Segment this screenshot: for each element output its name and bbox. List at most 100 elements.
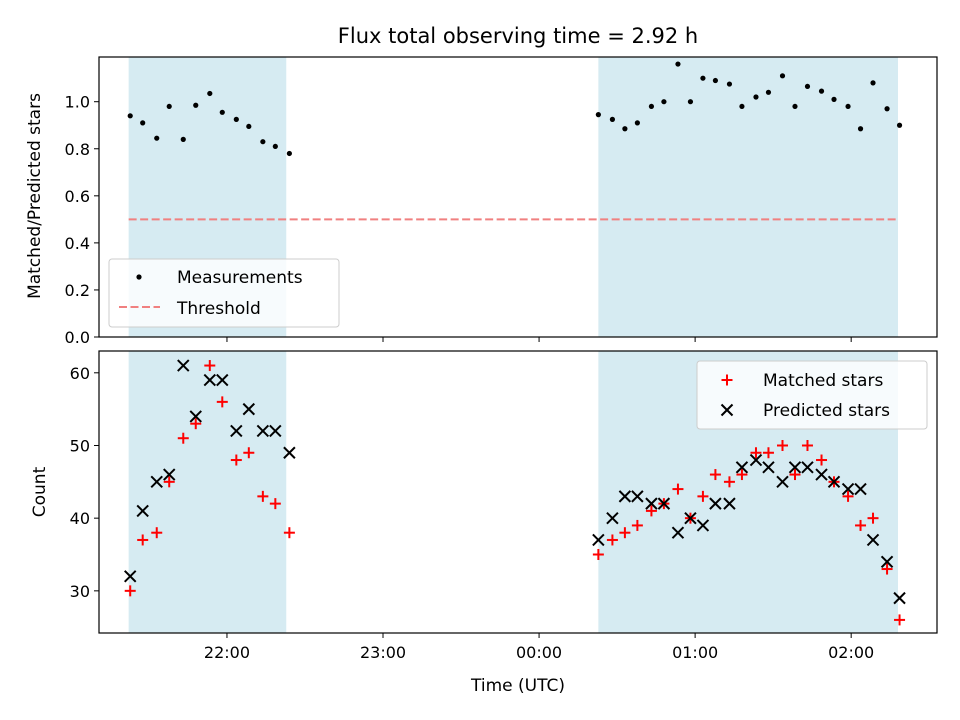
observing-span-2 bbox=[598, 57, 898, 337]
matched-stars-point bbox=[697, 490, 709, 502]
bottom-ylabel: Count bbox=[30, 466, 50, 517]
measurement-point bbox=[712, 77, 719, 84]
predicted-stars-point bbox=[216, 373, 229, 387]
predicted-stars-point bbox=[827, 475, 841, 489]
matched-stars-point bbox=[137, 534, 149, 546]
measurement-point bbox=[845, 103, 851, 110]
matched-stars-point bbox=[619, 527, 631, 539]
predicted-stars-point bbox=[762, 461, 775, 474]
matched-stars-point bbox=[736, 469, 748, 481]
measurement-point bbox=[193, 102, 199, 108]
x-tick-label: 23:00 bbox=[360, 643, 406, 662]
predicted-stars-point bbox=[776, 475, 789, 489]
predicted-stars-point bbox=[189, 410, 202, 423]
matched-stars-point bbox=[750, 447, 762, 459]
matched-stars-point bbox=[243, 447, 255, 459]
top-panel: 0.0 0.2 0.4 0.6 0.8 1.0 Measurements Threshold bbox=[65, 56, 938, 347]
matched-stars-point bbox=[723, 476, 735, 488]
legend-box bbox=[696, 360, 928, 430]
legend-box bbox=[108, 258, 340, 328]
measurement-point bbox=[700, 75, 706, 81]
y-tick-label: 0.0 bbox=[65, 328, 90, 347]
predicted-stars-point bbox=[269, 424, 282, 438]
predicted-stars-point bbox=[749, 453, 763, 467]
matched-stars-point bbox=[801, 439, 813, 451]
measurement-point bbox=[622, 126, 628, 132]
matched-stars-point bbox=[645, 505, 657, 517]
bottom-legend: Matched stars Predicted stars bbox=[696, 360, 928, 430]
measurement-point bbox=[857, 126, 864, 132]
predicted-stars-point bbox=[592, 533, 605, 547]
matched-stars-point bbox=[855, 519, 867, 531]
predicted-stars-point bbox=[893, 591, 906, 605]
top-ylabel: Matched/Predicted stars bbox=[25, 93, 45, 299]
measurement-point bbox=[648, 103, 655, 110]
y-tick-label: 1.0 bbox=[65, 93, 90, 112]
y-tick-label: 50 bbox=[70, 436, 90, 455]
axes-frame bbox=[98, 350, 938, 634]
predicted-stars-point bbox=[136, 504, 149, 518]
legend-matched-label: Matched stars bbox=[763, 371, 883, 391]
y-tick-label: 40 bbox=[70, 509, 90, 528]
measurement-point bbox=[272, 143, 278, 150]
predicted-stars-point bbox=[866, 533, 880, 547]
matched-stars-point bbox=[204, 360, 216, 372]
matched-stars-point bbox=[216, 396, 228, 408]
legend-predicted-label: Predicted stars bbox=[763, 401, 890, 421]
predicted-stars-point bbox=[723, 497, 736, 510]
matched-stars-point bbox=[257, 490, 269, 502]
measurement-point bbox=[687, 99, 694, 105]
legend-predicted-marker bbox=[720, 403, 734, 417]
predicted-stars-point bbox=[230, 424, 243, 438]
measurement-point bbox=[609, 116, 616, 122]
matched-stars-point bbox=[789, 469, 801, 481]
predicted-stars-point bbox=[256, 424, 270, 438]
measurement-point bbox=[792, 103, 798, 110]
measurement-point bbox=[896, 122, 903, 128]
matched-stars-point bbox=[816, 454, 828, 466]
predicted-stars-point bbox=[203, 373, 217, 387]
matched-stars-point bbox=[842, 490, 854, 502]
matched-stars-point bbox=[177, 432, 189, 444]
x-tick-label: 02:00 bbox=[828, 643, 874, 662]
predicted-stars-point bbox=[645, 497, 658, 510]
predicted-stars-point bbox=[631, 490, 644, 503]
predicted-stars-point bbox=[801, 461, 814, 474]
predicted-stars-point bbox=[163, 468, 176, 481]
measurement-point bbox=[286, 150, 292, 157]
x-tick-label: 01:00 bbox=[672, 643, 718, 662]
measurement-point bbox=[260, 139, 266, 145]
predicted-stars-point bbox=[283, 446, 296, 459]
matched-stars-point bbox=[163, 476, 175, 488]
matched-stars-point bbox=[881, 563, 893, 575]
predicted-stars-point bbox=[696, 519, 710, 532]
predicted-stars-point bbox=[880, 555, 894, 568]
predicted-stars-point bbox=[606, 511, 619, 525]
legend-threshold-label: Threshold bbox=[176, 299, 261, 319]
matched-stars-point bbox=[230, 454, 242, 466]
legend-measurements-label: Measurements bbox=[177, 268, 303, 288]
legend-matched-marker bbox=[721, 374, 733, 386]
measurement-point bbox=[779, 73, 786, 79]
chart-title: Flux total observing time = 2.92 h bbox=[338, 24, 698, 48]
predicted-stars-point bbox=[854, 482, 867, 496]
measurement-point bbox=[675, 61, 681, 67]
measurement-point bbox=[661, 99, 667, 105]
measurement-point bbox=[233, 116, 239, 122]
measurement-point bbox=[753, 94, 759, 100]
predicted-stars-point bbox=[684, 511, 697, 525]
measurement-point bbox=[595, 112, 601, 118]
measurement-point bbox=[804, 83, 811, 90]
matched-stars-point bbox=[124, 585, 136, 597]
measurement-point bbox=[634, 120, 640, 126]
predicted-stars-point bbox=[177, 359, 190, 372]
matched-stars-point bbox=[606, 534, 618, 546]
predicted-stars-point bbox=[671, 526, 685, 539]
measurement-point bbox=[219, 109, 225, 115]
observing-span-1 bbox=[128, 351, 287, 633]
measurement-point bbox=[765, 89, 772, 95]
matched-stars-point bbox=[672, 483, 684, 495]
measurement-point bbox=[127, 113, 133, 119]
predicted-stars-point bbox=[242, 402, 256, 416]
